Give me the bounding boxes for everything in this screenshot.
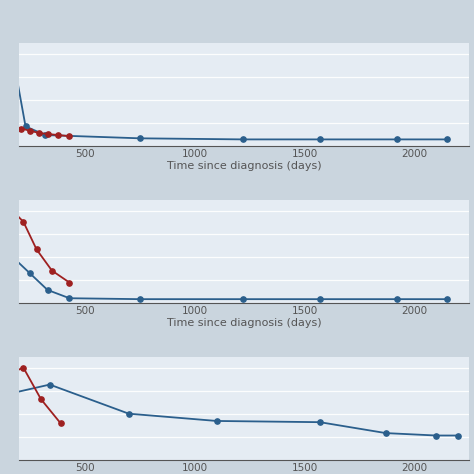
- X-axis label: Time since diagnosis (days): Time since diagnosis (days): [167, 162, 321, 172]
- X-axis label: Time since diagnosis (days): Time since diagnosis (days): [167, 319, 321, 328]
